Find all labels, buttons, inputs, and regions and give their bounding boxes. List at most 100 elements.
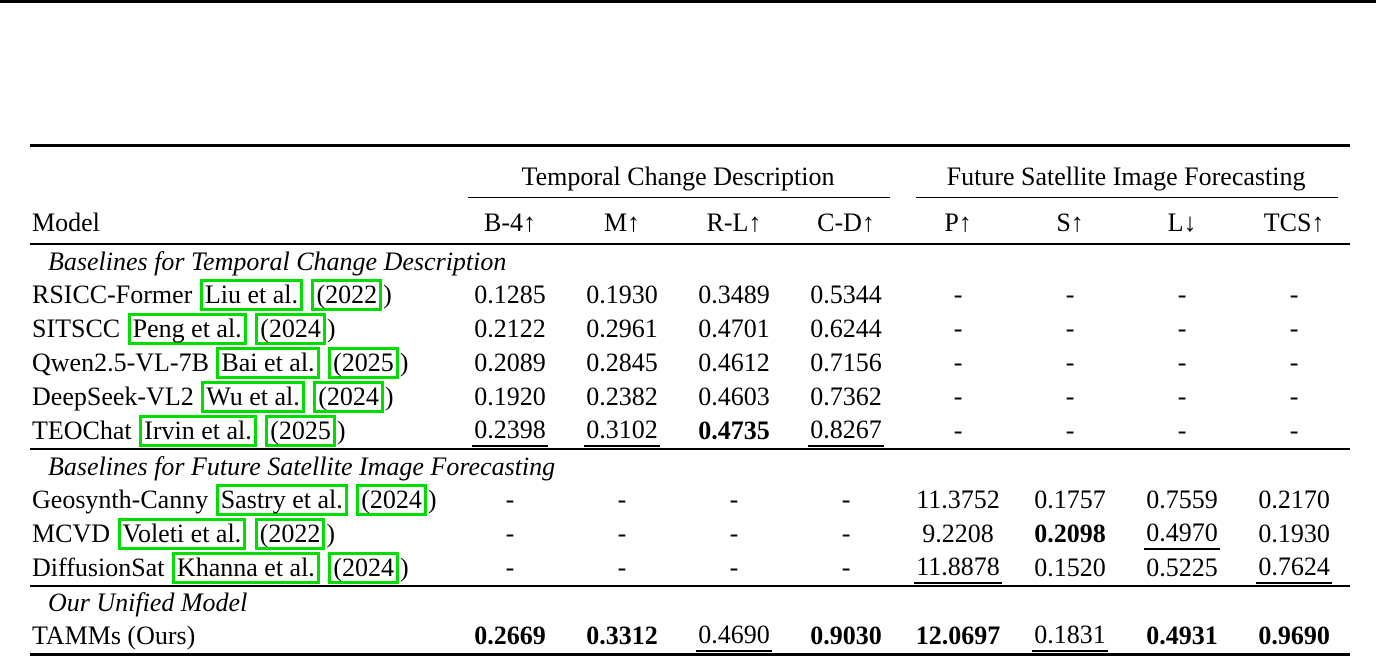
value-cell: 0.2845 bbox=[566, 346, 678, 380]
citation-link[interactable]: (2024 bbox=[328, 552, 399, 584]
value: 11.3752 bbox=[916, 485, 1000, 514]
value-cell: - bbox=[1238, 414, 1350, 449]
value-cell: 0.9030 bbox=[790, 619, 902, 655]
value-cell: - bbox=[1126, 414, 1238, 449]
section-heading: Our Unified Model bbox=[48, 588, 248, 617]
section-temporal-change-baselines: Baselines for Temporal Change Descriptio… bbox=[30, 244, 1350, 449]
value-cell: - bbox=[1014, 380, 1126, 414]
second-best-value: 0.4970 bbox=[1144, 520, 1220, 550]
citation-link[interactable]: Khanna et al. bbox=[171, 552, 320, 584]
value-cell: - bbox=[678, 483, 790, 517]
value-cell: - bbox=[1126, 346, 1238, 380]
citation-link[interactable]: (2024 bbox=[255, 313, 326, 345]
column-header-5: P↑ bbox=[902, 198, 1015, 245]
citation-link[interactable]: (2024 bbox=[356, 484, 427, 516]
value-cell: 0.7559 bbox=[1126, 483, 1238, 517]
value-cell: - bbox=[678, 517, 790, 551]
value: 0.4701 bbox=[698, 314, 770, 343]
best-value: 0.2098 bbox=[1034, 519, 1106, 548]
value-cell: 0.5344 bbox=[790, 278, 902, 312]
value-cell: - bbox=[1014, 346, 1126, 380]
value: - bbox=[1289, 348, 1299, 377]
citation-link[interactable]: (2024 bbox=[313, 381, 384, 413]
value-cell: 0.3489 bbox=[678, 278, 790, 312]
value: - bbox=[1177, 314, 1187, 343]
value: 0.4612 bbox=[698, 348, 770, 377]
value-cell: 0.7624 bbox=[1238, 551, 1350, 586]
second-best-value: 0.7624 bbox=[1256, 554, 1332, 584]
value: - bbox=[729, 553, 739, 582]
value-cell: 0.3312 bbox=[566, 619, 678, 655]
model-cell: SITSCC Peng et al. (2024) bbox=[32, 313, 336, 345]
model-cell: DeepSeek-VL2 Wu et al. (2024) bbox=[32, 381, 394, 413]
value: 0.6244 bbox=[810, 314, 882, 343]
best-value: 0.3312 bbox=[586, 621, 658, 650]
value-cell: - bbox=[1238, 312, 1350, 346]
value: - bbox=[841, 485, 851, 514]
section-forecasting-baselines: Baselines for Future Satellite Image For… bbox=[30, 449, 1351, 586]
citation-link[interactable]: Peng et al. bbox=[127, 313, 247, 345]
column-header-2: M↑ bbox=[566, 198, 678, 245]
table-row: TEOChat Irvin et al. (2025) 0.2398 0.3102 0… bbox=[30, 414, 1350, 449]
value-cell: - bbox=[566, 551, 678, 586]
citation-link[interactable]: Liu et al. bbox=[199, 279, 303, 311]
value: - bbox=[953, 348, 963, 377]
value: - bbox=[1065, 416, 1075, 445]
citation-link[interactable]: Bai et al. bbox=[216, 347, 320, 379]
citation-link[interactable]: Wu et al. bbox=[201, 381, 305, 413]
column-header-1: B-4↑ bbox=[454, 198, 566, 245]
citation-link[interactable]: (2022 bbox=[311, 279, 383, 311]
value: - bbox=[953, 382, 963, 411]
model-cell: TAMMs (Ours) bbox=[32, 621, 196, 650]
value: - bbox=[953, 280, 963, 309]
value-cell: - bbox=[1014, 312, 1126, 346]
value-cell: - bbox=[1238, 380, 1350, 414]
value: - bbox=[1177, 382, 1187, 411]
results-table: Temporal Change Description Future Satel… bbox=[30, 144, 1351, 656]
value-cell: - bbox=[902, 346, 1014, 380]
value: 0.1520 bbox=[1034, 553, 1106, 582]
value-cell: - bbox=[790, 551, 902, 586]
value-cell: 0.4970 bbox=[1126, 517, 1238, 551]
table-row: DeepSeek-VL2 Wu et al. (2024) 0.1920 0.238… bbox=[30, 380, 1350, 414]
value-cell: - bbox=[902, 380, 1014, 414]
value-cell: - bbox=[902, 414, 1014, 449]
group-header-row: Temporal Change Description Future Satel… bbox=[30, 146, 1350, 199]
value: - bbox=[1177, 348, 1187, 377]
table-row: RSICC-Former Liu et al. (2022) 0.1285 0.19… bbox=[30, 278, 1350, 312]
column-header-7: L↓ bbox=[1126, 198, 1239, 245]
table-header: Temporal Change Description Future Satel… bbox=[30, 146, 1351, 245]
citation-link[interactable]: (2022 bbox=[254, 518, 326, 550]
column-header-model: Model bbox=[30, 198, 454, 245]
column-header-row: Model B-4↑ M↑ R-L↑ C-D↑ P↑ S↑ L↓ TCS↑ bbox=[30, 198, 1351, 245]
model-cell: TEOChat Irvin et al. (2025) bbox=[32, 415, 346, 447]
value-cell: 0.5225 bbox=[1126, 551, 1238, 586]
value-cell: 0.4612 bbox=[678, 346, 790, 380]
citation-link[interactable]: Sastry et al. bbox=[215, 484, 348, 516]
model-cell: Geosynth-Canny Sastry et al. (2024) bbox=[32, 484, 437, 516]
section-heading-row: Baselines for Future Satellite Image For… bbox=[30, 449, 1350, 483]
value-cell: 0.7156 bbox=[790, 346, 902, 380]
value: - bbox=[1065, 280, 1075, 309]
second-best-value: 0.4690 bbox=[696, 622, 772, 652]
value: 0.1930 bbox=[1258, 519, 1330, 548]
section-heading-row: Our Unified Model bbox=[30, 586, 1350, 619]
value-cell: - bbox=[566, 483, 678, 517]
value: 0.1285 bbox=[474, 280, 546, 309]
citation-link[interactable]: Irvin et al. bbox=[139, 415, 257, 447]
value-cell: - bbox=[902, 278, 1014, 312]
value: - bbox=[1177, 416, 1187, 445]
best-value: 12.0697 bbox=[915, 621, 1001, 650]
citation-link[interactable]: (2025 bbox=[328, 347, 399, 379]
citation-link[interactable]: (2025 bbox=[265, 415, 336, 447]
value-cell: 0.1285 bbox=[454, 278, 566, 312]
table-row: MCVD Voleti et al. (2022) - - - - 9.2208 0.209… bbox=[30, 517, 1350, 551]
table-row: TAMMs (Ours) 0.2669 0.3312 0.4690 0.9030 12.0… bbox=[30, 619, 1350, 655]
value: - bbox=[505, 485, 515, 514]
citation-link[interactable]: Voleti et al. bbox=[117, 518, 247, 550]
value: - bbox=[617, 553, 627, 582]
value: 0.1930 bbox=[586, 280, 658, 309]
value-cell: 9.2208 bbox=[902, 517, 1014, 551]
value: - bbox=[1065, 348, 1075, 377]
value-cell: - bbox=[454, 551, 566, 586]
